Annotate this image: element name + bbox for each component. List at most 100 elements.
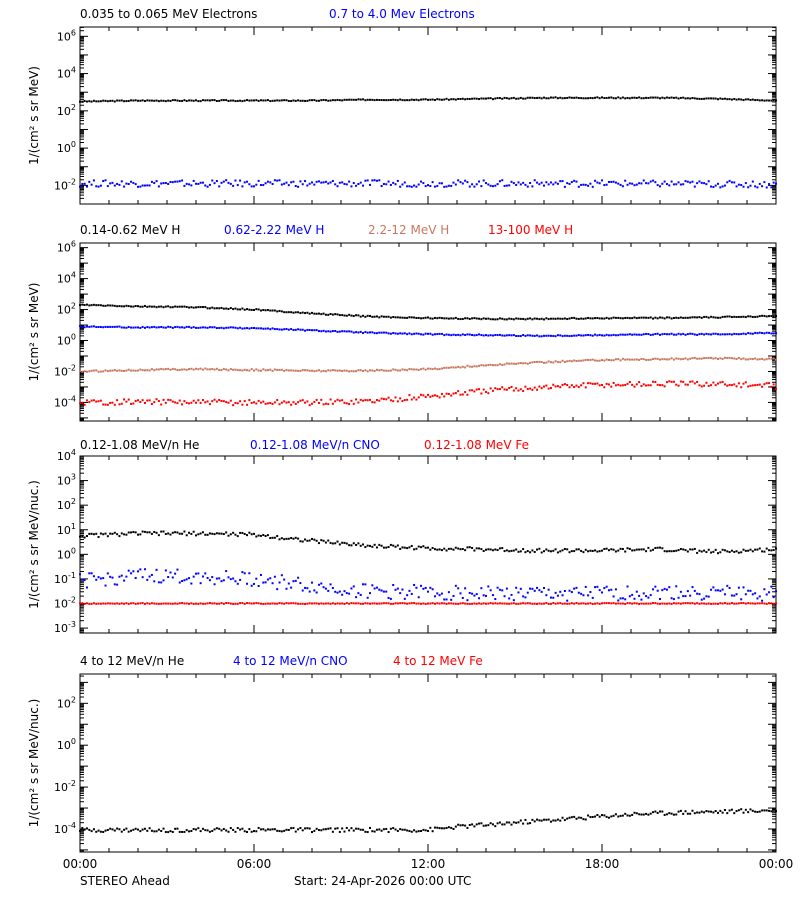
data-point xyxy=(707,316,710,319)
data-point xyxy=(531,602,534,605)
data-point xyxy=(97,400,100,403)
data-point xyxy=(594,317,597,320)
y-tick-label: 10-2 xyxy=(54,177,76,192)
data-point xyxy=(343,602,346,605)
data-point xyxy=(297,369,300,372)
data-point xyxy=(375,98,378,101)
data-point xyxy=(605,547,608,550)
data-point xyxy=(369,98,371,101)
data-point xyxy=(631,317,634,320)
data-point xyxy=(183,530,186,533)
data-point xyxy=(494,184,497,187)
data-point xyxy=(181,532,184,535)
data-point xyxy=(494,548,497,551)
data-point xyxy=(153,401,156,404)
data-point xyxy=(482,594,485,597)
data-point xyxy=(104,403,107,406)
data-point xyxy=(596,602,599,605)
data-point xyxy=(624,550,627,553)
data-point xyxy=(698,97,701,100)
data-point xyxy=(401,332,404,335)
data-point xyxy=(373,587,376,590)
data-point xyxy=(262,602,265,605)
data-point xyxy=(594,602,597,605)
data-point xyxy=(712,602,715,605)
data-point xyxy=(737,809,740,812)
data-point xyxy=(607,317,610,320)
data-point xyxy=(712,186,715,189)
data-point xyxy=(654,602,657,605)
data-point xyxy=(584,183,587,186)
data-point xyxy=(763,602,766,605)
data-point xyxy=(433,548,436,551)
data-point xyxy=(626,602,629,605)
data-point xyxy=(508,387,511,390)
data-point xyxy=(619,384,622,387)
data-point xyxy=(234,580,237,583)
data-point xyxy=(143,369,146,372)
data-point xyxy=(331,330,334,333)
data-point xyxy=(768,331,771,334)
data-point xyxy=(95,304,98,307)
data-point xyxy=(614,384,617,387)
data-point xyxy=(633,358,636,361)
data-point xyxy=(183,99,186,102)
data-point xyxy=(104,325,107,328)
data-point xyxy=(473,334,476,337)
data-point xyxy=(176,305,179,308)
data-point xyxy=(243,400,246,403)
data-point xyxy=(603,814,606,817)
data-point xyxy=(188,183,191,186)
data-point xyxy=(118,99,121,102)
data-point xyxy=(301,602,304,605)
data-point xyxy=(519,335,522,338)
data-point xyxy=(735,357,738,360)
data-point xyxy=(408,185,411,188)
data-point xyxy=(181,830,184,833)
data-point xyxy=(452,827,455,830)
data-point xyxy=(515,586,518,589)
data-point xyxy=(665,333,668,336)
data-point xyxy=(206,326,209,329)
data-point xyxy=(436,826,439,829)
data-point xyxy=(596,359,599,362)
data-point xyxy=(561,383,564,386)
data-point xyxy=(549,602,552,605)
data-point xyxy=(385,331,388,334)
data-point xyxy=(371,315,374,318)
data-point xyxy=(624,333,627,336)
data-point xyxy=(378,828,381,831)
data-point xyxy=(714,384,717,387)
data-point xyxy=(336,398,339,401)
data-point xyxy=(160,367,163,370)
data-point xyxy=(99,100,102,103)
data-point xyxy=(364,602,367,605)
y-tick-label: 101 xyxy=(57,522,76,537)
y-tick-label: 100 xyxy=(57,737,76,752)
data-point xyxy=(116,99,119,102)
data-point xyxy=(594,815,597,818)
data-point xyxy=(213,398,216,401)
data-point xyxy=(482,388,485,391)
data-point xyxy=(264,369,267,372)
data-point xyxy=(171,531,174,534)
data-point xyxy=(459,393,462,396)
data-point xyxy=(350,827,353,830)
data-point xyxy=(211,326,214,329)
data-point xyxy=(480,548,483,551)
data-point xyxy=(705,595,708,598)
data-point xyxy=(772,808,775,811)
data-point xyxy=(624,179,627,182)
data-point xyxy=(102,577,105,580)
data-point xyxy=(199,830,202,833)
data-point xyxy=(197,399,200,402)
data-point xyxy=(401,546,404,549)
data-point xyxy=(647,384,650,387)
data-point xyxy=(707,595,710,598)
data-point xyxy=(668,550,671,553)
panel-frame xyxy=(79,26,777,205)
data-point xyxy=(153,325,156,328)
data-point xyxy=(239,531,242,534)
data-point xyxy=(406,369,409,372)
data-point xyxy=(510,97,513,100)
